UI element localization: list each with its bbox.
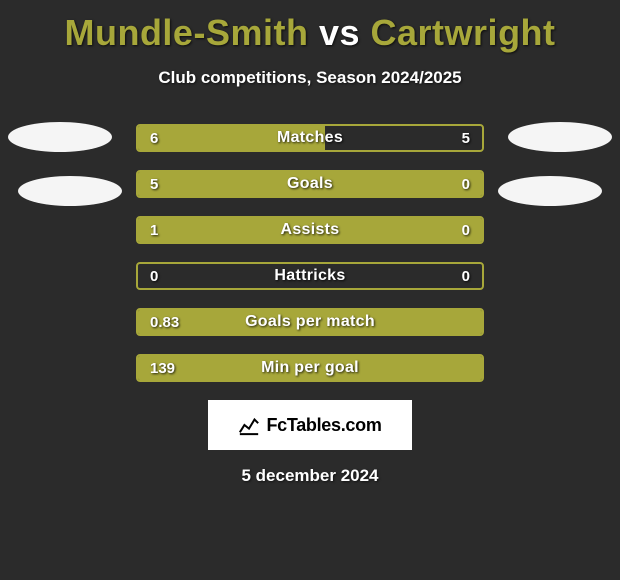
stat-row: 5 Goals 0	[136, 170, 484, 198]
player1-avatar-ellipse-top	[8, 122, 112, 152]
stat-label: Goals	[138, 172, 482, 196]
stat-value-right: 0	[462, 172, 470, 196]
player2-avatar-ellipse-top	[508, 122, 612, 152]
stat-value-right: 5	[462, 126, 470, 150]
stat-row: 0.83 Goals per match	[136, 308, 484, 336]
player1-avatar-ellipse-bottom	[18, 176, 122, 206]
branding-text: FcTables.com	[266, 415, 381, 436]
stat-row: 6 Matches 5	[136, 124, 484, 152]
subtitle: Club competitions, Season 2024/2025	[0, 68, 620, 88]
stat-label: Assists	[138, 218, 482, 242]
stat-value-right: 0	[462, 218, 470, 242]
page-title: Mundle-Smith vs Cartwright	[0, 0, 620, 54]
stat-row: 139 Min per goal	[136, 354, 484, 382]
player2-avatar-ellipse-bottom	[498, 176, 602, 206]
stat-row: 1 Assists 0	[136, 216, 484, 244]
title-player1: Mundle-Smith	[64, 12, 308, 53]
stat-label: Min per goal	[138, 356, 482, 380]
title-vs: vs	[319, 12, 360, 53]
branding-badge: FcTables.com	[208, 400, 412, 450]
stat-label: Hattricks	[138, 264, 482, 288]
stat-value-right: 0	[462, 264, 470, 288]
date-label: 5 december 2024	[0, 466, 620, 486]
stat-label: Matches	[138, 126, 482, 150]
fctables-logo-icon	[238, 414, 260, 436]
stat-row: 0 Hattricks 0	[136, 262, 484, 290]
stat-label: Goals per match	[138, 310, 482, 334]
title-player2: Cartwright	[371, 12, 556, 53]
stats-container: 6 Matches 5 5 Goals 0 1 Assists 0 0 Hatt…	[0, 124, 620, 382]
